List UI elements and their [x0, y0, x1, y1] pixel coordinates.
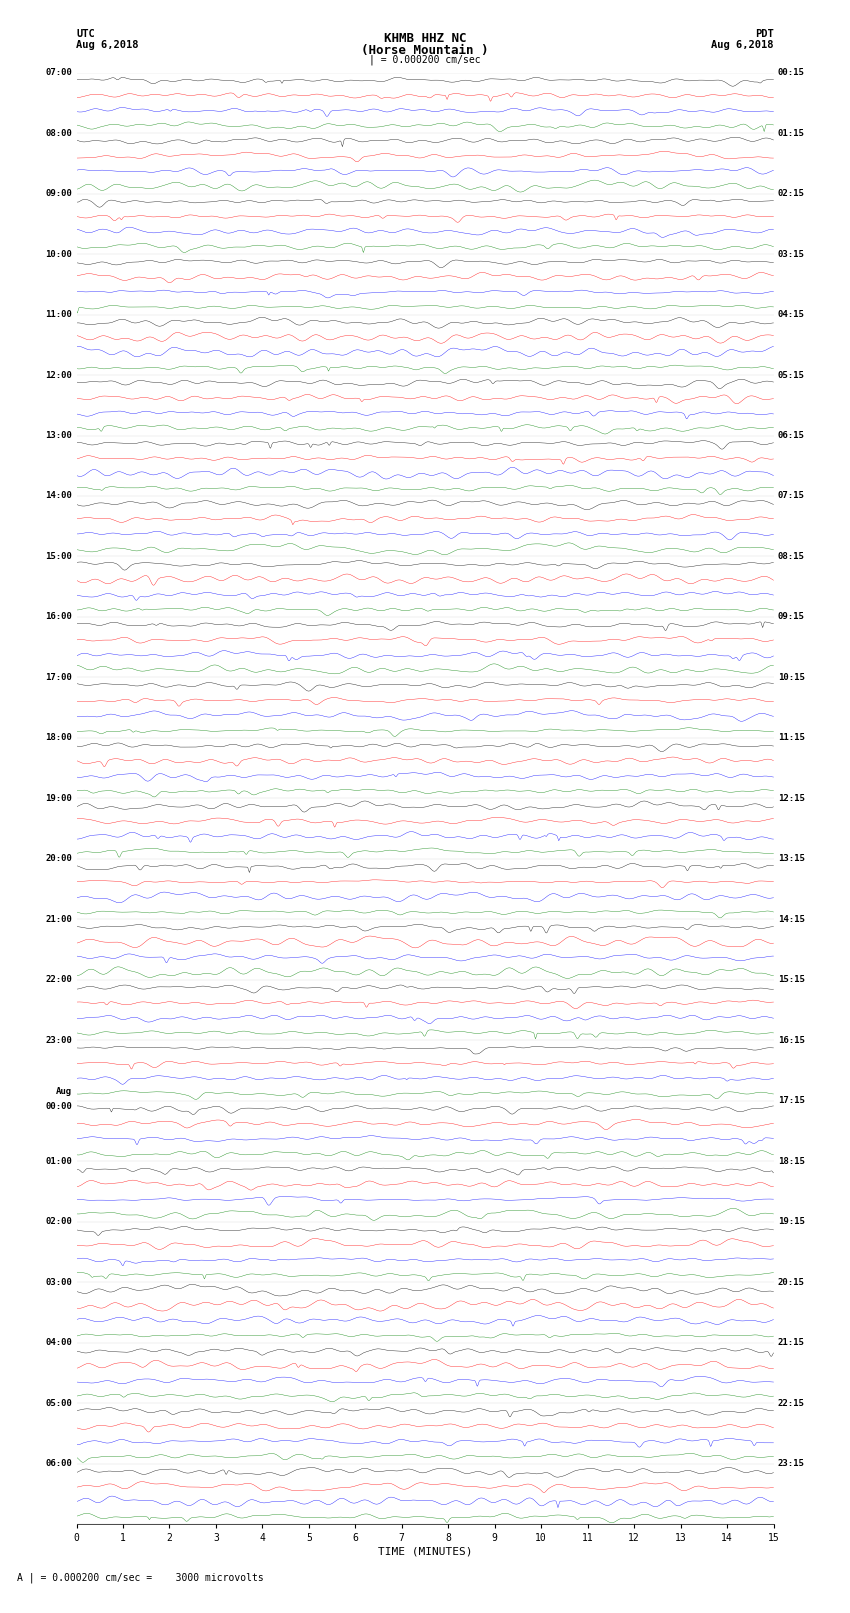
- Text: Aug 6,2018: Aug 6,2018: [711, 40, 774, 50]
- Text: 17:00: 17:00: [45, 673, 72, 682]
- Text: 00:00: 00:00: [45, 1103, 72, 1111]
- Text: 09:15: 09:15: [778, 613, 805, 621]
- Text: 22:15: 22:15: [778, 1398, 805, 1408]
- Text: 11:15: 11:15: [778, 734, 805, 742]
- Text: 08:15: 08:15: [778, 552, 805, 561]
- Text: 16:00: 16:00: [45, 613, 72, 621]
- Text: 02:15: 02:15: [778, 189, 805, 198]
- Text: (Horse Mountain ): (Horse Mountain ): [361, 44, 489, 56]
- Text: 16:15: 16:15: [778, 1036, 805, 1045]
- Text: 10:00: 10:00: [45, 250, 72, 258]
- Text: 05:15: 05:15: [778, 371, 805, 379]
- Text: 22:00: 22:00: [45, 976, 72, 984]
- Text: UTC: UTC: [76, 29, 95, 39]
- Text: 13:15: 13:15: [778, 855, 805, 863]
- Text: 03:00: 03:00: [45, 1277, 72, 1287]
- Text: 05:00: 05:00: [45, 1398, 72, 1408]
- Text: 12:15: 12:15: [778, 794, 805, 803]
- Text: 06:15: 06:15: [778, 431, 805, 440]
- Text: 20:00: 20:00: [45, 855, 72, 863]
- Text: 11:00: 11:00: [45, 310, 72, 319]
- Text: 13:00: 13:00: [45, 431, 72, 440]
- Text: 10:15: 10:15: [778, 673, 805, 682]
- X-axis label: TIME (MINUTES): TIME (MINUTES): [377, 1547, 473, 1557]
- Text: 18:15: 18:15: [778, 1157, 805, 1166]
- Text: 01:15: 01:15: [778, 129, 805, 137]
- Text: PDT: PDT: [755, 29, 774, 39]
- Text: 00:15: 00:15: [778, 68, 805, 77]
- Text: 15:15: 15:15: [778, 976, 805, 984]
- Text: 01:00: 01:00: [45, 1157, 72, 1166]
- Text: 02:00: 02:00: [45, 1218, 72, 1226]
- Text: 14:00: 14:00: [45, 492, 72, 500]
- Text: 09:00: 09:00: [45, 189, 72, 198]
- Text: 03:15: 03:15: [778, 250, 805, 258]
- Text: 04:00: 04:00: [45, 1339, 72, 1347]
- Text: 12:00: 12:00: [45, 371, 72, 379]
- Text: | = 0.000200 cm/sec: | = 0.000200 cm/sec: [369, 55, 481, 66]
- Text: 19:15: 19:15: [778, 1218, 805, 1226]
- Text: 07:00: 07:00: [45, 68, 72, 77]
- Text: 07:15: 07:15: [778, 492, 805, 500]
- Text: 18:00: 18:00: [45, 734, 72, 742]
- Text: Aug 6,2018: Aug 6,2018: [76, 40, 139, 50]
- Text: 23:15: 23:15: [778, 1460, 805, 1468]
- Text: 04:15: 04:15: [778, 310, 805, 319]
- Text: 21:15: 21:15: [778, 1339, 805, 1347]
- Text: 21:00: 21:00: [45, 915, 72, 924]
- Text: 14:15: 14:15: [778, 915, 805, 924]
- Text: A | = 0.000200 cm/sec =    3000 microvolts: A | = 0.000200 cm/sec = 3000 microvolts: [17, 1573, 264, 1584]
- Text: 23:00: 23:00: [45, 1036, 72, 1045]
- Text: 20:15: 20:15: [778, 1277, 805, 1287]
- Text: KHMB HHZ NC: KHMB HHZ NC: [383, 32, 467, 45]
- Text: 17:15: 17:15: [778, 1097, 805, 1105]
- Text: 08:00: 08:00: [45, 129, 72, 137]
- Text: Aug: Aug: [56, 1087, 72, 1097]
- Text: 06:00: 06:00: [45, 1460, 72, 1468]
- Text: 19:00: 19:00: [45, 794, 72, 803]
- Text: 15:00: 15:00: [45, 552, 72, 561]
